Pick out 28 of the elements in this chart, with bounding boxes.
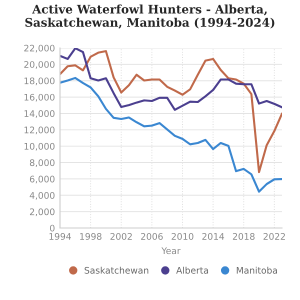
y-tick-label: 2,000 (30, 208, 55, 216)
legend-label: Saskatchewan (84, 266, 148, 274)
y-tick-label: 14,000 (24, 110, 55, 118)
y-tick-label: 0 (50, 224, 55, 232)
y-tick-label: 18,000 (24, 77, 55, 86)
x-tick-label: 2006 (141, 233, 163, 240)
x-tick-label: 1998 (80, 233, 102, 240)
y-tick-label: 8,000 (30, 159, 55, 168)
y-tick-label: 10,000 (24, 142, 55, 151)
chart-title: Active Waterfowl Hunters - Alberta, Saskatchewan, Manitoba (1994-2024) (25, 4, 274, 29)
legend-label: Manitoba (236, 266, 277, 274)
x-tick-label: 2002 (110, 233, 132, 240)
line-series (60, 50, 282, 174)
y-tick-label: 22,000 (24, 44, 55, 52)
x-tick-label: 2010 (172, 233, 194, 240)
y-tick-label: 12,000 (24, 126, 55, 134)
legend-label: Alberta (176, 266, 208, 274)
x-tick-label: 1994 (50, 233, 71, 240)
x-tick-label: 2018 (232, 233, 255, 240)
line-series (60, 76, 282, 193)
x-tick-label: 2014 (202, 233, 224, 240)
y-tick-label: 4,000 (30, 192, 55, 200)
line-series (60, 48, 282, 111)
x-axis-title: Year (161, 247, 181, 254)
y-tick-label: 6,000 (30, 176, 55, 184)
y-tick-label: 16,000 (24, 94, 55, 102)
y-tick-label: 20,000 (24, 61, 55, 69)
x-tick-label: 2022 (264, 233, 285, 240)
